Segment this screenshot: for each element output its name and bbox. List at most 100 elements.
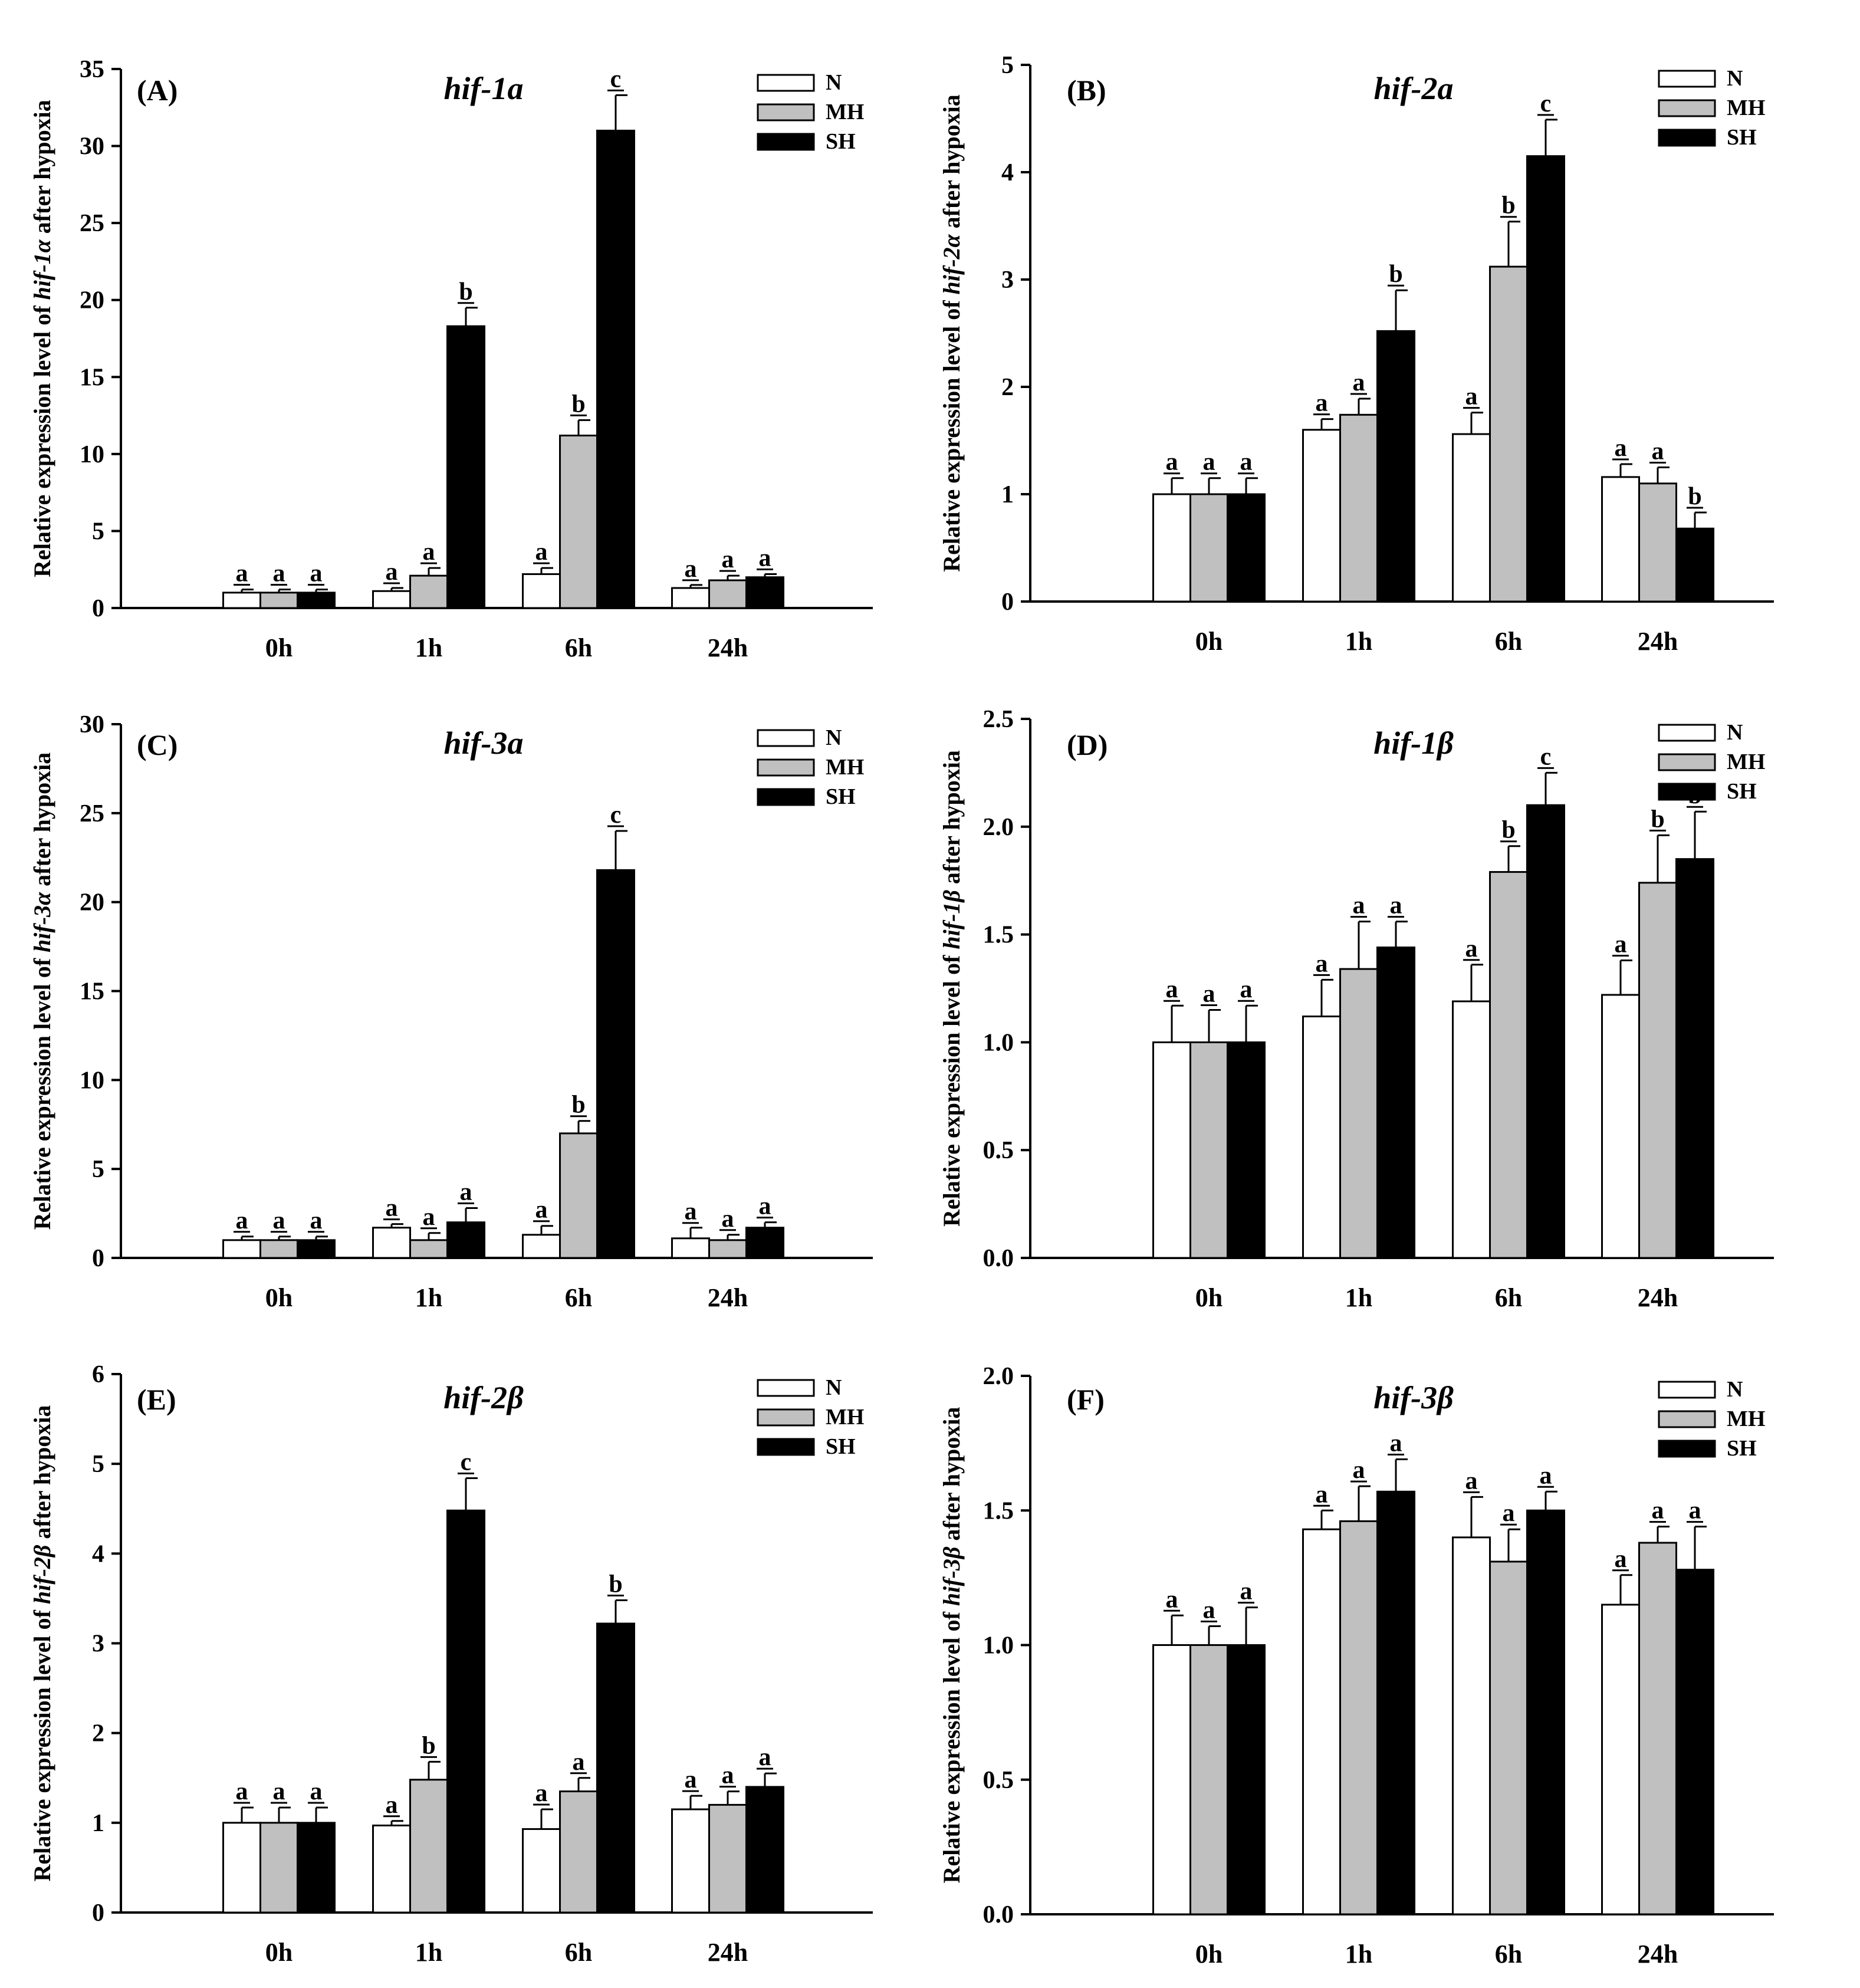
y-tick-label: 0.0 [983,1245,1014,1272]
significance-letter: a [759,545,771,572]
significance-letter: a [722,1205,734,1233]
bar-n-6h [522,1234,561,1259]
y-axis-title: Relative expression level of hif-3β afte… [938,1407,965,1884]
x-tick-label: 1h [415,1283,442,1312]
bar-sh-6h [1526,1509,1565,1915]
panel-a: 0 5 10 15 20 25 30 35 Relative expression level … [29,56,873,662]
legend-label-mh: MH [1727,750,1765,774]
bar-sh-0h [1227,493,1266,603]
bar-sh-0h [297,1239,336,1259]
bar-mh-6h [559,1132,598,1259]
bar-mh-0h [1189,1041,1228,1259]
bar-n-24h [671,1808,710,1914]
y-axis-title: Relative expression level of hif-1α afte… [29,100,55,577]
legend-label-mh: MH [826,1405,864,1430]
y-tick-label: 5 [92,1451,104,1478]
significance-letter: a [1540,1462,1552,1489]
significance-letter: a [1316,1481,1328,1508]
y-tick-label: 25 [80,210,104,237]
significance-letter: a [386,1792,398,1819]
significance-letter: a [535,538,548,566]
x-tick-label: 24h [708,1938,748,1967]
y-axis-title-part: after hypoxia [938,94,965,234]
bar-mh-6h [1489,265,1528,603]
panel-label: (D) [1067,728,1108,761]
bar-mh-0h [259,1822,298,1914]
significance-letter: a [460,1179,472,1206]
legend-label-sh: SH [1727,125,1757,150]
significance-letter: b [1651,806,1664,833]
x-tick-label: 6h [1495,1940,1522,1969]
legend-swatch-sh [1658,783,1716,801]
bar-sh-0h [297,592,336,609]
legend-swatch-mh [757,1408,815,1427]
y-tick-label: 20 [80,287,104,314]
chart-title: hif-3β [1373,1380,1454,1415]
bar-mh-0h [1189,493,1228,603]
bar-n-6h [522,1828,561,1914]
y-tick-label: 15 [80,364,104,391]
bar-sh-1h [446,325,485,609]
x-tick-label: 0h [265,1938,293,1967]
y-tick-label: 1.5 [983,922,1014,949]
panel-f: 0.0 0.5 1.0 1.5 2.0 Relative expression level… [938,1363,1774,1969]
significance-letter: a [1615,1546,1627,1573]
significance-letter: a [310,560,323,587]
legend-label-sh: SH [826,129,856,154]
significance-letter: b [1501,817,1515,844]
bar-sh-1h [446,1509,485,1914]
y-axis-title-gene: hif-2β [29,1545,55,1604]
y-axis-title-gene: hif-1β [938,890,965,949]
significance-letter: a [386,1195,398,1222]
significance-letter: a [1689,1497,1701,1524]
bar-sh-24h [745,576,784,609]
panel-label: (A) [137,74,178,107]
y-tick-label: 0 [92,1900,104,1927]
legend-label-n: N [826,725,842,750]
bar-n-6h [1452,1000,1491,1259]
bar-n-24h [671,1237,710,1259]
x-tick-label: 24h [1638,1283,1678,1312]
significance-letter: a [1652,1497,1664,1524]
legend-swatch-mh [757,103,815,121]
y-tick-label: 2.0 [983,1363,1014,1390]
bar-mh-24h [708,1803,747,1914]
significance-letter: a [273,1778,285,1805]
significance-letter: a [1166,449,1178,476]
bar-mh-1h [1339,968,1378,1259]
significance-letter: a [722,1762,734,1789]
y-axis-title-gene: hif-1α [29,239,55,300]
legend-label-n: N [826,1375,842,1400]
bar-n-24h [671,587,710,609]
bar-mh-6h [559,1790,598,1914]
bar-mh-24h [1638,1542,1677,1915]
bar-sh-6h [1526,155,1565,603]
bar-mh-0h [259,592,298,609]
bar-mh-1h [409,1239,448,1259]
y-tick-label: 3 [92,1631,104,1658]
significance-letter: a [423,538,435,566]
y-axis-title-gene: hif-3α [29,892,55,952]
bar-n-0h [222,1239,261,1259]
significance-letter: a [1316,950,1328,977]
bar-mh-0h [259,1239,298,1259]
bar-mh-24h [708,1239,747,1259]
significance-letter: a [1503,1500,1515,1527]
significance-letter: c [610,801,622,829]
significance-letter: a [535,1780,548,1807]
significance-letter: a [1316,390,1328,417]
y-axis-title: Relative expression level of hif-3α afte… [29,753,55,1230]
y-tick-label: 0.5 [983,1137,1014,1164]
bar-mh-1h [1339,413,1378,603]
bar-mh-24h [1638,482,1677,603]
significance-letter: a [1240,449,1253,476]
bar-n-1h [1302,1528,1341,1915]
significance-letter: a [1203,449,1215,476]
significance-letter: a [685,556,697,583]
bar-sh-1h [1376,1490,1415,1915]
legend-label-mh: MH [826,100,864,124]
significance-letter: a [236,1207,248,1234]
x-tick-label: 24h [708,633,748,662]
y-axis-title: Relative expression level of hif-1β afte… [938,750,965,1227]
y-tick-label: 0 [1001,589,1014,616]
